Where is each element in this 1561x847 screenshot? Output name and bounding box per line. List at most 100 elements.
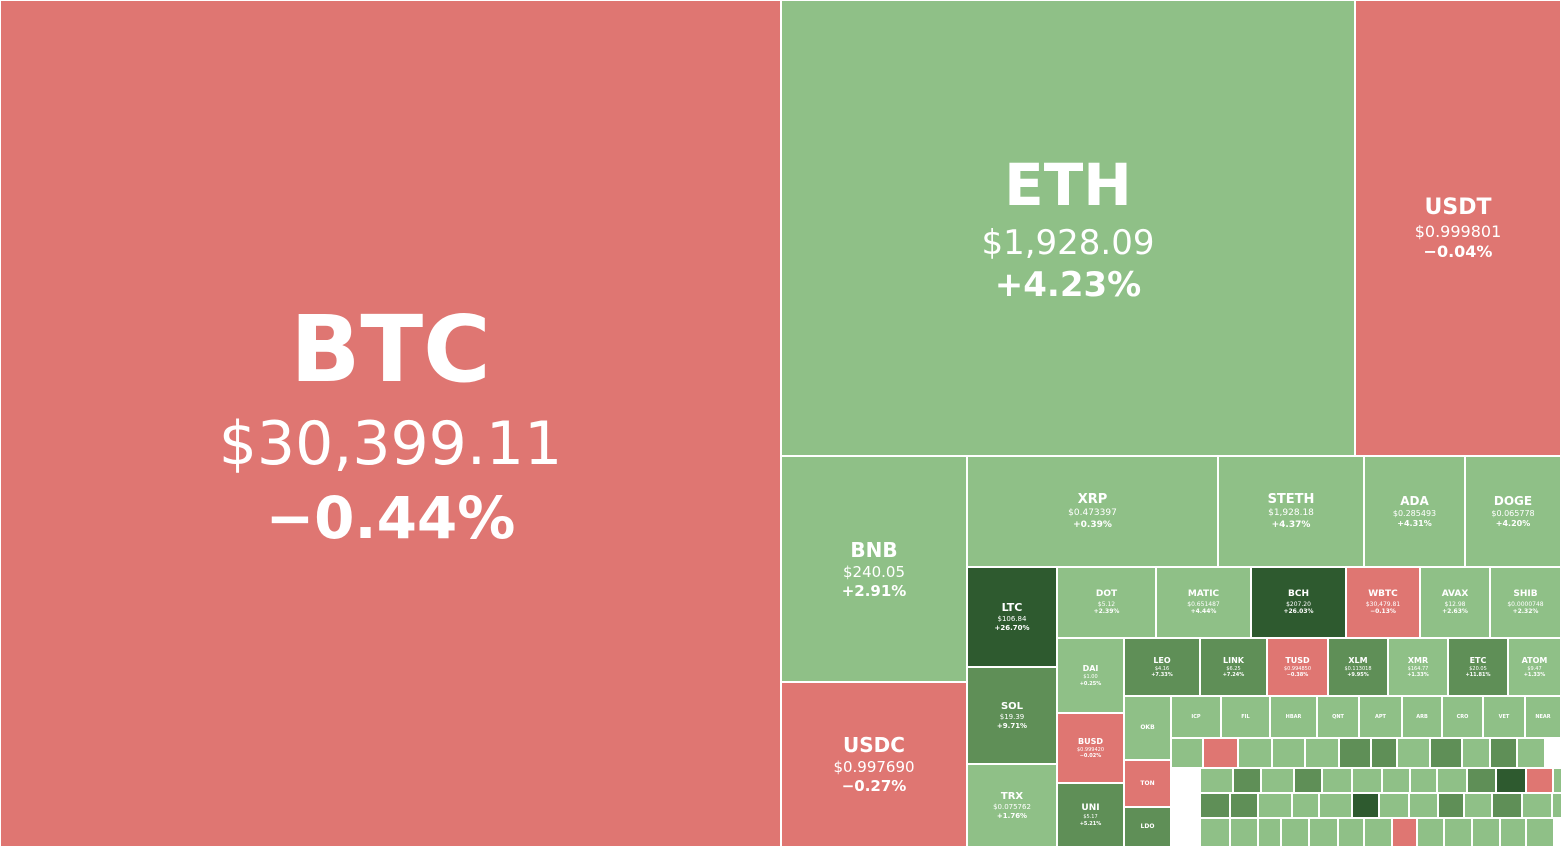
tile-symbol: WBTC: [1368, 589, 1398, 600]
tile-small[interactable]: [1292, 793, 1319, 818]
tile-small[interactable]: [1382, 768, 1410, 793]
tile-uni[interactable]: UNI $5.17 +5.21%: [1057, 783, 1124, 847]
tile-ada[interactable]: ADA $0.285493 +4.31%: [1364, 456, 1465, 567]
tile-qnt[interactable]: QNT: [1317, 696, 1359, 738]
tile-bch[interactable]: BCH $207.20 +26.03%: [1251, 567, 1346, 638]
tile-small[interactable]: [1338, 818, 1364, 847]
tile-small[interactable]: [1352, 793, 1379, 818]
tile-small[interactable]: [1526, 768, 1553, 793]
tile-fil[interactable]: FIL: [1221, 696, 1270, 738]
tile-small[interactable]: [1305, 738, 1339, 768]
tile-leo[interactable]: LEO $4.16 +7.33%: [1124, 638, 1200, 696]
tile-small[interactable]: [1522, 793, 1552, 818]
tile-change: +26.03%: [1283, 608, 1314, 616]
tile-small[interactable]: [1281, 818, 1309, 847]
tile-small[interactable]: [1200, 768, 1233, 793]
tile-matic[interactable]: MATIC $0.651487 +4.44%: [1156, 567, 1251, 638]
tile-small[interactable]: [1322, 768, 1352, 793]
tile-small[interactable]: [1238, 738, 1272, 768]
tile-small[interactable]: [1200, 793, 1230, 818]
tile-small[interactable]: [1392, 818, 1417, 847]
tile-cro[interactable]: CRO: [1442, 696, 1483, 738]
tile-price: $4.16: [1154, 665, 1170, 672]
tile-small[interactable]: [1517, 738, 1545, 768]
tile-usdt[interactable]: USDT $0.999801 −0.04%: [1355, 0, 1561, 456]
tile-tusd[interactable]: TUSD $0.994850 −0.38%: [1267, 638, 1328, 696]
tile-apt[interactable]: APT: [1359, 696, 1402, 738]
tile-arb[interactable]: ARB: [1402, 696, 1442, 738]
tile-bnb[interactable]: BNB $240.05 +2.91%: [781, 456, 967, 682]
tile-small[interactable]: [1410, 768, 1437, 793]
tile-small[interactable]: [1462, 738, 1490, 768]
tile-small[interactable]: [1230, 793, 1258, 818]
tile-busd[interactable]: BUSD $0.999420 −0.02%: [1057, 713, 1124, 783]
tile-small[interactable]: [1230, 818, 1258, 847]
tile-xrp[interactable]: XRP $0.473397 +0.39%: [967, 456, 1218, 567]
tile-small[interactable]: [1444, 818, 1472, 847]
tile-small[interactable]: [1203, 738, 1238, 768]
tile-vet[interactable]: VET: [1483, 696, 1525, 738]
tile-small[interactable]: [1352, 768, 1382, 793]
tile-sol[interactable]: SOL $19.39 +9.71%: [967, 667, 1057, 764]
tile-small[interactable]: [1258, 793, 1292, 818]
tile-small[interactable]: [1437, 768, 1467, 793]
tile-price: $106.84: [997, 615, 1027, 624]
tile-small[interactable]: [1526, 818, 1554, 847]
tile-xmr[interactable]: XMR $164.77 +1.33%: [1388, 638, 1448, 696]
tile-small[interactable]: [1496, 768, 1526, 793]
tile-avax[interactable]: AVAX $12.98 +2.63%: [1420, 567, 1490, 638]
tile-change: +7.24%: [1222, 672, 1245, 678]
tile-xlm[interactable]: XLM $0.113018 +9.95%: [1328, 638, 1388, 696]
tile-okb[interactable]: OKB: [1124, 696, 1171, 760]
tile-btc[interactable]: BTC $30,399.11 −0.44%: [0, 0, 781, 847]
tile-symbol: SHIB: [1513, 589, 1538, 600]
tile-small[interactable]: [1430, 738, 1462, 768]
tile-small[interactable]: [1261, 768, 1294, 793]
tile-small[interactable]: [1409, 793, 1438, 818]
tile-small[interactable]: [1379, 793, 1409, 818]
tile-small[interactable]: [1438, 793, 1464, 818]
tile-small[interactable]: [1553, 768, 1561, 793]
tile-near[interactable]: NEAR: [1525, 696, 1561, 738]
tile-dai[interactable]: DAI $1.00 +0.25%: [1057, 638, 1124, 713]
tile-small[interactable]: [1490, 738, 1517, 768]
tile-small[interactable]: [1397, 738, 1430, 768]
tile-hbar[interactable]: HBAR: [1270, 696, 1317, 738]
tile-small[interactable]: [1233, 768, 1261, 793]
tile-change: +7.33%: [1151, 672, 1173, 678]
tile-small[interactable]: [1364, 818, 1392, 847]
tile-small[interactable]: [1464, 793, 1492, 818]
tile-small[interactable]: [1258, 818, 1281, 847]
tile-atom[interactable]: ATOM $9.47 +1.33%: [1508, 638, 1561, 696]
tile-steth[interactable]: STETH $1,928.18 +4.37%: [1218, 456, 1364, 567]
tile-small[interactable]: [1472, 818, 1500, 847]
tile-small[interactable]: [1371, 738, 1397, 768]
tile-small[interactable]: [1500, 818, 1526, 847]
tile-wbtc[interactable]: WBTC $30,479.81 −0.13%: [1346, 567, 1420, 638]
tile-small[interactable]: [1467, 768, 1496, 793]
tile-ldo[interactable]: LDO: [1124, 807, 1171, 847]
tile-usdc[interactable]: USDC $0.997690 −0.27%: [781, 682, 967, 847]
tile-small[interactable]: [1272, 738, 1305, 768]
tile-etc[interactable]: ETC $20.05 +11.81%: [1448, 638, 1508, 696]
tile-eth[interactable]: ETH $1,928.09 +4.23%: [781, 0, 1355, 456]
tile-link[interactable]: LINK $6.25 +7.24%: [1200, 638, 1267, 696]
tile-shib[interactable]: SHIB $0.0000748 +2.32%: [1490, 567, 1561, 638]
tile-trx[interactable]: TRX $0.075762 +1.76%: [967, 764, 1057, 847]
tile-small[interactable]: [1552, 793, 1561, 818]
tile-small[interactable]: [1171, 738, 1203, 768]
tile-small[interactable]: [1309, 818, 1338, 847]
tile-doge[interactable]: DOGE $0.065778 +4.20%: [1465, 456, 1561, 567]
tile-dot[interactable]: DOT $5.12 +2.39%: [1057, 567, 1156, 638]
tile-icp[interactable]: ICP: [1171, 696, 1221, 738]
tile-change: +26.70%: [994, 623, 1030, 632]
tile-small[interactable]: [1294, 768, 1322, 793]
tile-small[interactable]: [1319, 793, 1352, 818]
tile-small[interactable]: [1200, 818, 1230, 847]
tile-ton[interactable]: TON: [1124, 760, 1171, 807]
tile-small[interactable]: [1339, 738, 1371, 768]
tile-ltc[interactable]: LTC $106.84 +26.70%: [967, 567, 1057, 667]
tile-small[interactable]: [1492, 793, 1522, 818]
tile-symbol: AVAX: [1441, 589, 1469, 600]
tile-small[interactable]: [1417, 818, 1444, 847]
